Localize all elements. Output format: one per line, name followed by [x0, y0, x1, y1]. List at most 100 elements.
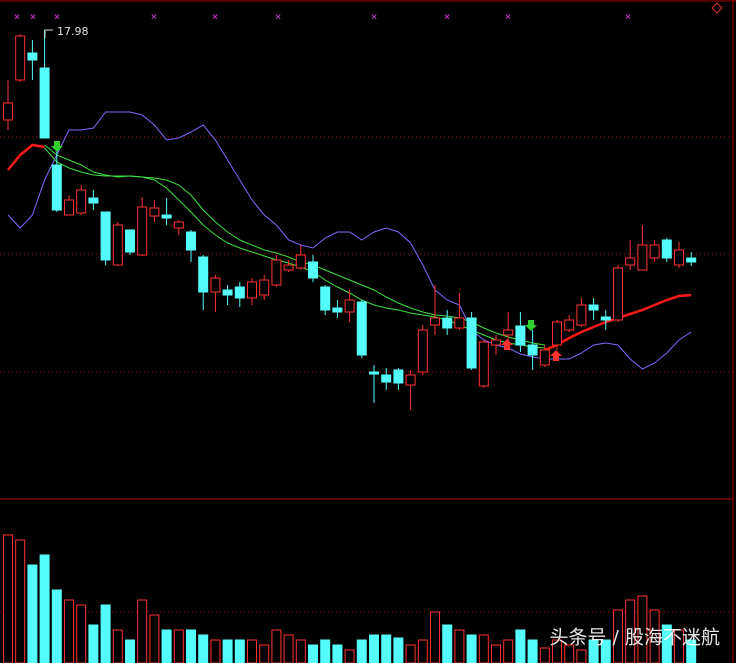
volume-bar	[51, 589, 62, 663]
signal-x: ×	[53, 13, 61, 23]
candle-body	[222, 289, 233, 296]
candle-body	[576, 304, 587, 326]
volume-bar	[332, 644, 343, 663]
volume-bar	[564, 644, 575, 663]
candle-body	[76, 189, 87, 214]
high-pointer	[44, 29, 53, 38]
volume-bar	[466, 634, 477, 663]
volume-bar	[442, 624, 453, 663]
indicator-line	[7, 111, 692, 370]
candle-body	[625, 257, 636, 266]
volume-bar	[76, 604, 87, 663]
signal-x: ×	[29, 13, 37, 23]
candle-body	[234, 286, 245, 299]
candle-body	[661, 239, 672, 259]
signal-x: ×	[211, 13, 219, 23]
candle-body	[100, 211, 111, 261]
arrows	[51, 141, 562, 361]
candle-body	[491, 339, 501, 346]
candle-body	[515, 325, 526, 346]
volume-bar	[39, 554, 50, 663]
volume-bar	[478, 634, 489, 663]
candle-body	[332, 307, 343, 313]
candle-body	[454, 317, 465, 329]
watermark: 头条号 / 股海不迷航	[550, 627, 720, 649]
volume-bar	[308, 644, 318, 663]
candle-body	[3, 102, 13, 121]
candle-body	[552, 321, 562, 346]
volume-bar	[222, 639, 233, 663]
volume-bar	[649, 609, 660, 663]
candle-body	[674, 249, 684, 266]
candle-body	[198, 256, 209, 293]
signal-x: ×	[624, 13, 632, 23]
sell-arrow	[525, 320, 537, 331]
volume-bar	[247, 639, 257, 663]
candle-body	[125, 229, 135, 253]
candle-body	[27, 52, 38, 61]
volume-bar	[137, 599, 148, 663]
candle-body	[112, 224, 123, 266]
volume-bar	[112, 629, 123, 663]
volume-bar	[417, 639, 428, 663]
volume-bar	[186, 629, 196, 663]
volume-bar	[515, 629, 526, 663]
volume-bar	[198, 634, 209, 663]
candle-body	[88, 197, 99, 204]
volume-bar	[600, 639, 611, 663]
candle-body	[393, 369, 404, 384]
sell-arrow	[51, 141, 63, 152]
volume-bar	[393, 637, 404, 663]
signal-markers: × × × × × × × × × ×	[13, 13, 632, 23]
candle-body	[381, 374, 392, 383]
candle-body	[564, 319, 575, 331]
volume-bar	[527, 639, 538, 663]
buy-arrow	[550, 350, 562, 361]
candle-body	[613, 267, 623, 321]
buy-arrow	[501, 339, 513, 350]
candle-body	[137, 206, 148, 256]
candle-body	[210, 277, 221, 293]
volume-bar	[503, 639, 514, 663]
high-label: 17.98	[57, 25, 89, 38]
corner-icon[interactable]	[711, 2, 723, 14]
signal-x: ×	[13, 13, 21, 23]
volume-bar	[27, 564, 38, 663]
volume-bar	[15, 539, 26, 663]
volume-bar	[210, 639, 221, 663]
volume-bar	[161, 629, 172, 663]
candle-body	[478, 341, 489, 387]
volume-bar	[234, 639, 245, 663]
volume-bar	[661, 624, 672, 663]
candle-body	[369, 371, 379, 375]
volume-bar	[100, 604, 111, 663]
candle-body	[308, 261, 318, 279]
volume-bar	[588, 639, 599, 663]
candle-body	[686, 257, 697, 263]
candle-body	[271, 259, 282, 286]
volume-bar	[637, 595, 648, 663]
candle-body	[649, 244, 660, 259]
candle-body	[588, 304, 599, 311]
candle-body	[539, 349, 550, 366]
volume-bar	[64, 599, 74, 663]
volume-bar	[125, 639, 135, 663]
volume-bar	[149, 614, 160, 663]
candle-body	[39, 67, 50, 139]
volume-bar	[552, 639, 562, 663]
candle-body	[173, 221, 184, 229]
candle-body	[442, 317, 453, 329]
candle-body	[295, 254, 306, 269]
volume-bar	[576, 649, 587, 663]
volume-bar	[3, 534, 13, 663]
volume-bar	[283, 634, 294, 663]
candle-body	[149, 207, 160, 217]
candle-body	[405, 374, 416, 386]
volume-bar	[271, 629, 282, 663]
volume-bar	[454, 629, 465, 663]
candle-body	[259, 279, 270, 296]
volume-bar	[674, 629, 684, 663]
